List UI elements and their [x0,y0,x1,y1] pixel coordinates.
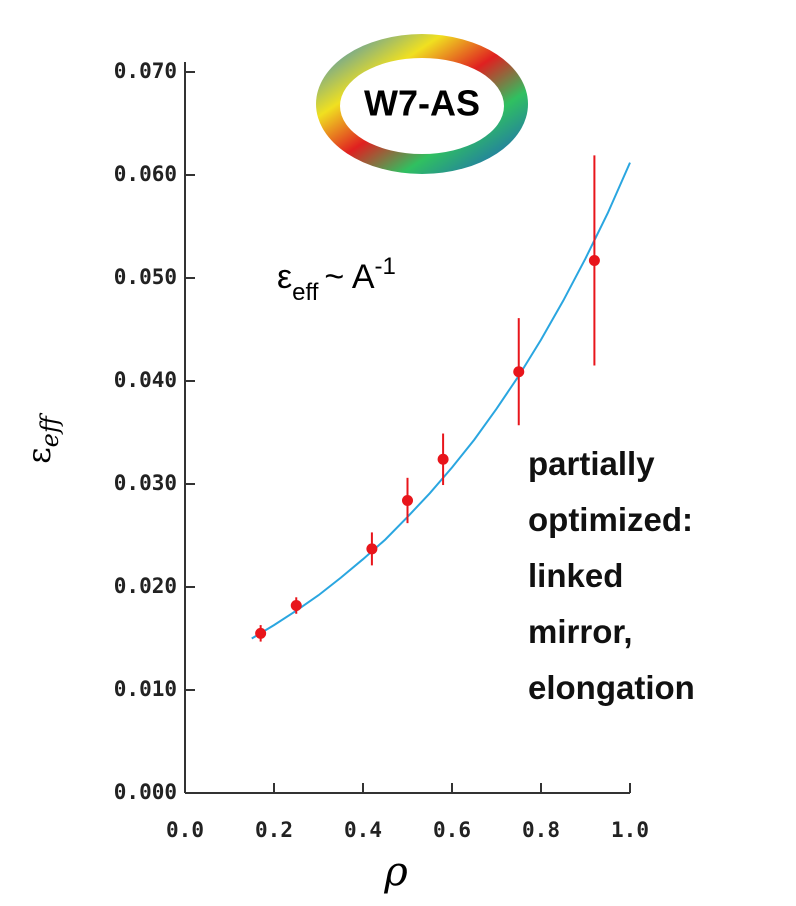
x-tick-label: 0.8 [522,818,560,842]
chart-title: W7-AS [364,83,480,124]
x-tick-label: 0.2 [255,818,293,842]
data-point [290,600,302,612]
note-line: optimized: [528,501,693,538]
annotation-base: ε [277,258,292,296]
annotation-sub: eff [292,279,319,306]
x-tick-label: 1.0 [611,818,649,842]
x-tick-label: 0.6 [433,818,471,842]
annotation-mid: ~ A [324,258,374,296]
data-point [255,627,267,639]
y-axis-label: εeff [20,412,64,464]
note-line: mirror, [528,613,633,650]
note-line: partially [528,445,655,482]
y-tick-label: 0.020 [114,574,177,598]
x-tick-label: 0.0 [166,818,204,842]
data-point [402,494,413,506]
y-label-sub: eff [36,412,64,447]
y-tick-label: 0.010 [114,677,177,701]
y-tick-label: 0.040 [114,368,177,392]
annotation: εeff ~ A-1 [277,253,396,306]
data-point [437,453,449,465]
data-point [513,366,525,378]
x-tick-label: 0.4 [344,818,382,842]
note-line: linked [528,557,623,594]
fit-curve [251,162,631,640]
annotation-sup: -1 [375,253,396,280]
torus-hole [340,58,504,154]
y-tick-label: 0.030 [114,471,177,495]
y-label-base: ε [20,447,58,464]
y-tick-label: 0.060 [114,162,177,186]
y-tick-label: 0.070 [114,59,177,83]
data-point [588,254,600,266]
data-point [366,543,378,555]
note-line: elongation [528,669,695,706]
y-tick-label: 0.050 [114,265,177,289]
x-axis-label: ρ [383,849,408,895]
y-tick-label: 0.000 [114,780,177,804]
